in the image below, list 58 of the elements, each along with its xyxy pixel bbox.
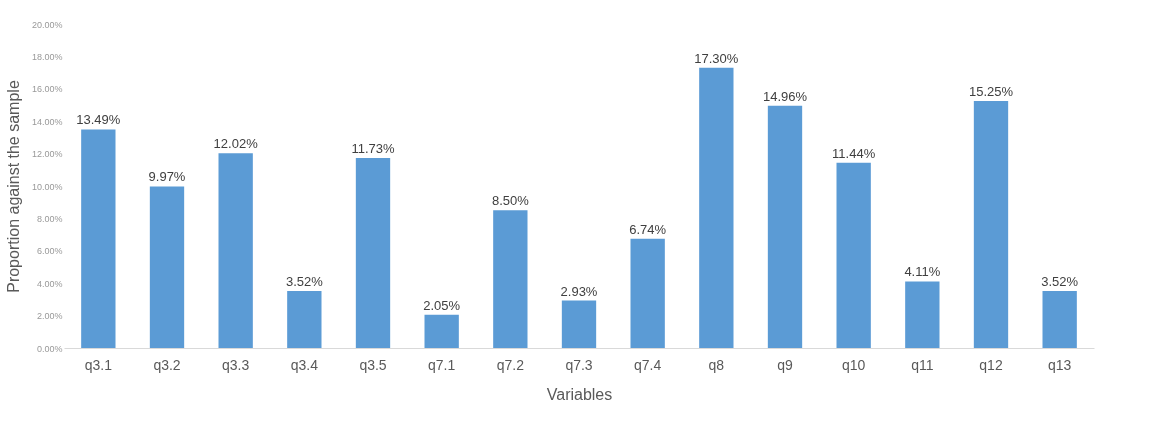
bar	[218, 153, 253, 348]
y-tick-label: 20.00%	[31, 19, 63, 30]
bar	[973, 100, 1009, 348]
data-label: 13.49%	[76, 112, 121, 128]
data-label: 17.30%	[694, 50, 739, 66]
y-tick-label: 12.00%	[31, 149, 63, 160]
y-tick-label: 18.00%	[31, 51, 63, 62]
data-label: 11.44%	[832, 145, 876, 161]
data-label: 15.25%	[968, 83, 1014, 99]
x-tick-label: q3.5	[359, 356, 387, 373]
x-tick-label: q12	[979, 356, 1003, 373]
bar	[493, 210, 528, 348]
bar	[905, 281, 940, 348]
y-tick-label: 0.00%	[36, 343, 63, 354]
x-tick-label: q7.2	[496, 356, 525, 373]
x-tick-label: q7.4	[634, 356, 662, 373]
x-tick-label: q8	[708, 356, 725, 373]
data-label: 14.96%	[762, 88, 808, 104]
y-tick-label: 14.00%	[31, 116, 63, 127]
x-tick-label: q3.2	[153, 356, 181, 373]
y-tick-label: 16.00%	[31, 84, 63, 95]
x-tick-label: q13	[1047, 356, 1072, 373]
x-tick-label: q3.4	[290, 356, 319, 373]
bar	[699, 67, 734, 348]
data-label: 2.05%	[423, 297, 461, 313]
x-tick-label: q3.3	[222, 356, 250, 373]
y-tick-label: 6.00%	[36, 246, 63, 257]
y-tick-label: 8.00%	[36, 213, 63, 224]
x-tick-label: q7.1	[428, 356, 456, 373]
bar	[355, 157, 391, 348]
data-label: 11.73%	[351, 140, 395, 156]
bar	[424, 314, 459, 348]
data-label: 2.93%	[560, 283, 598, 299]
bar	[836, 162, 871, 348]
x-axis-title: Variables	[546, 385, 613, 403]
x-tick-label: q7.3	[565, 356, 593, 373]
data-label: 9.97%	[148, 169, 186, 185]
data-label: 3.52%	[1041, 273, 1079, 289]
x-tick-label: q3.1	[84, 356, 113, 373]
bar	[561, 300, 597, 348]
x-tick-label: q11	[911, 356, 934, 373]
bar	[630, 238, 665, 348]
data-label: 3.52%	[285, 273, 324, 289]
bar	[1042, 290, 1077, 348]
x-tick-label: q10	[841, 356, 866, 373]
bar	[149, 186, 185, 348]
data-label: 8.50%	[491, 193, 530, 209]
y-axis-title: Proportion against the sample	[4, 80, 22, 293]
data-label: 6.74%	[629, 221, 667, 237]
bar	[81, 129, 116, 348]
bar	[287, 290, 322, 348]
data-label: 4.11%	[904, 264, 941, 280]
y-tick-label: 4.00%	[36, 278, 63, 289]
bar	[767, 105, 803, 348]
y-tick-label: 10.00%	[31, 181, 63, 192]
x-tick-label: q9	[777, 356, 793, 373]
y-tick-label: 2.00%	[36, 311, 63, 322]
data-label: 12.02%	[213, 136, 259, 152]
